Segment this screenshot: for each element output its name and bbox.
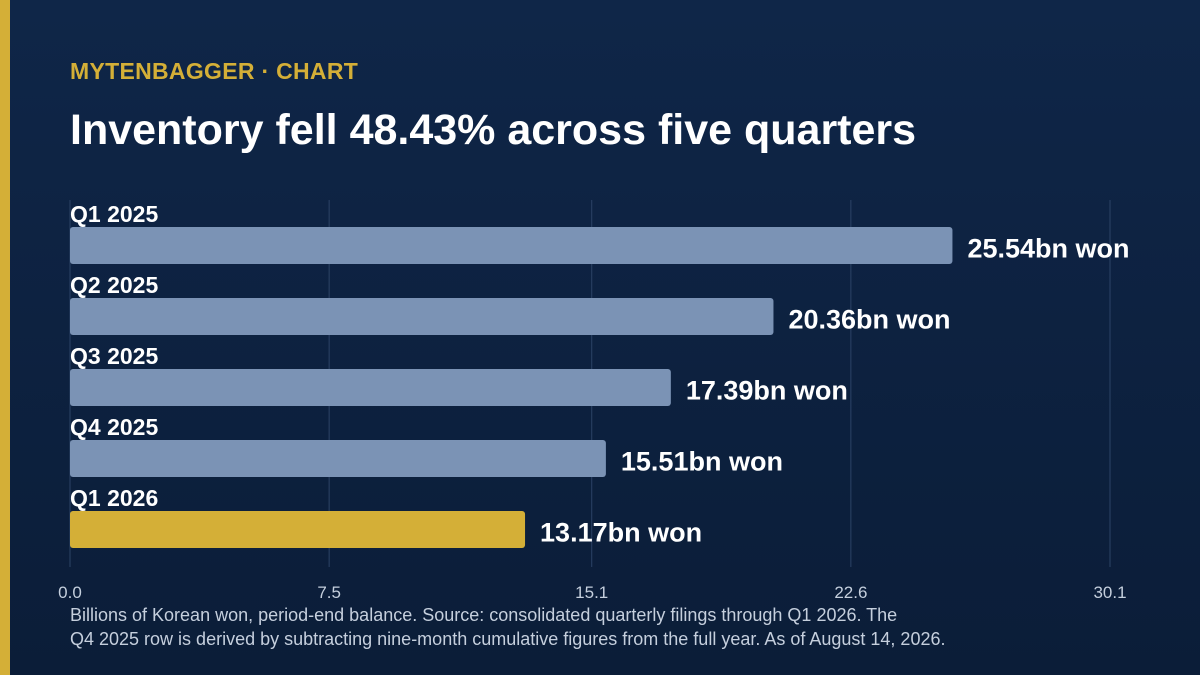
x-tick-label: 7.5	[317, 583, 341, 602]
category-label: Q3 2025	[70, 343, 158, 369]
value-label: 20.36bn won	[788, 305, 950, 335]
bar	[70, 440, 606, 477]
category-label: Q4 2025	[70, 414, 158, 440]
category-label: Q2 2025	[70, 272, 158, 298]
bar	[70, 298, 774, 335]
value-label: 15.51bn won	[621, 447, 783, 477]
footnote-line-1: Billions of Korean won, period-end balan…	[70, 605, 898, 625]
x-tick-label: 0.0	[58, 583, 82, 602]
bar	[70, 227, 953, 264]
category-label: Q1 2025	[70, 201, 158, 227]
bar	[70, 511, 526, 548]
accent-stripe	[0, 0, 10, 675]
x-tick-label: 15.1	[575, 583, 608, 602]
value-label: 13.17bn won	[540, 518, 702, 548]
footnote: Billions of Korean won, period-end balan…	[70, 603, 1130, 651]
x-tick-label: 22.6	[834, 583, 867, 602]
value-label: 17.39bn won	[686, 376, 848, 406]
chart-title: Inventory fell 48.43% across five quarte…	[70, 106, 917, 154]
x-tick-label: 30.1	[1093, 583, 1126, 602]
bar	[70, 369, 671, 406]
chart-kicker: MYTENBAGGER · CHART	[70, 58, 359, 84]
footnote-line-2: Q4 2025 row is derived by subtracting ni…	[70, 629, 946, 649]
value-label: 25.54bn won	[967, 234, 1129, 264]
category-label: Q1 2026	[70, 485, 158, 511]
